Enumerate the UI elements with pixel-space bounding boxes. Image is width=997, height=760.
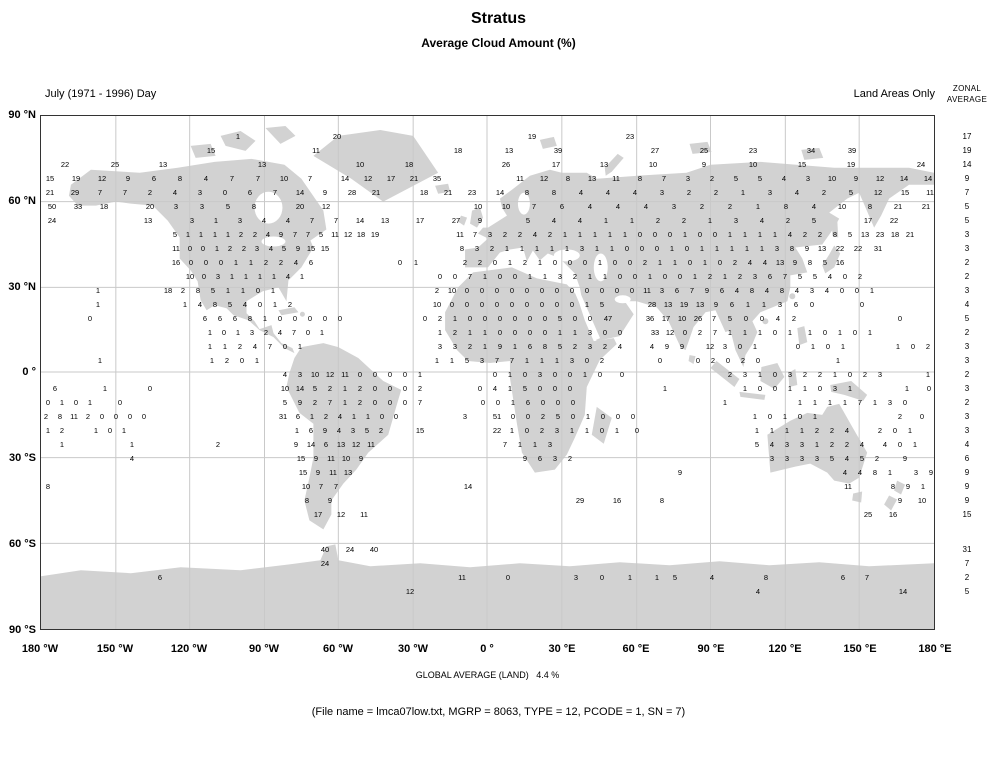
y-axis-label: 60 °S (8, 538, 36, 550)
zonal-average-value: 31 (962, 545, 972, 554)
y-axis-label: 0 ° (22, 366, 36, 378)
zonal-average-value: 17 (962, 132, 972, 141)
world-map (40, 115, 935, 630)
x-axis-label: 180 °E (918, 643, 952, 655)
graticule (41, 116, 934, 629)
x-axis-label: 150 °W (96, 643, 134, 655)
zonal-header-line1: ZONAL (952, 84, 982, 93)
zonal-average-value: 2 (964, 258, 970, 267)
y-axis-label: 60 °N (8, 195, 36, 207)
zonal-average-value: 9 (964, 174, 970, 183)
x-axis-label: 150 °E (843, 643, 877, 655)
zonal-average-value: 4 (964, 300, 970, 309)
global-average-label: GLOBAL AVERAGE (LAND) 4.4 % (415, 670, 560, 680)
zonal-average-value: 3 (964, 342, 970, 351)
zonal-average-value: 15 (962, 510, 972, 519)
y-axis-label: 30 °S (8, 452, 36, 464)
x-axis-label: 60 °E (622, 643, 650, 655)
zonal-average-value: 2 (964, 370, 970, 379)
x-axis-label: 120 °W (170, 643, 208, 655)
zonal-average-value: 6 (964, 454, 970, 463)
y-axis-label: 30 °N (8, 281, 36, 293)
zonal-average-value: 2 (964, 573, 970, 582)
zonal-average-value: 3 (964, 384, 970, 393)
zonal-average-value: 4 (964, 440, 970, 449)
period-label: July (1971 - 1996) Day (45, 88, 157, 100)
lakes (254, 191, 631, 341)
zonal-average-header: ZONAL AVERAGE (938, 83, 996, 105)
x-axis-label: 30 °W (397, 643, 429, 655)
zonal-average-value: 2 (964, 398, 970, 407)
zonal-average-value: 2 (964, 272, 970, 281)
zonal-average-value: 9 (964, 468, 970, 477)
zonal-average-value: 3 (964, 286, 970, 295)
file-info: (File name = lmca07low.txt, MGRP = 8063,… (311, 706, 686, 718)
zonal-average-value: 3 (964, 230, 970, 239)
zonal-average-value: 9 (964, 496, 970, 505)
zonal-average-value: 3 (964, 244, 970, 253)
zonal-average-value: 5 (964, 202, 970, 211)
x-axis-label: 0 ° (480, 643, 494, 655)
x-axis-label: 90 °E (697, 643, 725, 655)
zonal-average-value: 2 (964, 328, 970, 337)
zonal-average-value: 3 (964, 426, 970, 435)
x-axis-label: 180 °W (21, 643, 59, 655)
zonal-average-value: 19 (962, 146, 972, 155)
zonal-average-value: 9 (964, 482, 970, 491)
x-axis-label: 30 °E (548, 643, 576, 655)
zonal-average-value: 3 (964, 356, 970, 365)
zonal-average-value: 5 (964, 216, 970, 225)
zonal-average-value: 7 (964, 559, 970, 568)
x-axis-label: 120 °E (768, 643, 802, 655)
zonal-average-value: 5 (964, 587, 970, 596)
world-map-svg (41, 116, 934, 629)
y-axis-label: 90 °S (8, 624, 36, 636)
y-axis-label: 90 °N (8, 109, 36, 121)
zonal-average-value: 5 (964, 314, 970, 323)
x-axis-label: 60 °W (322, 643, 354, 655)
coverage-label: Land Areas Only (853, 88, 935, 100)
zonal-header-line2: AVERAGE (946, 95, 988, 104)
chart-subtitle: Average Cloud Amount (%) (421, 36, 576, 50)
zonal-average-value: 14 (962, 160, 972, 169)
zonal-average-value: 3 (964, 412, 970, 421)
x-axis-label: 90 °W (248, 643, 280, 655)
page-title: Stratus (470, 10, 527, 27)
zonal-average-value: 7 (964, 188, 970, 197)
